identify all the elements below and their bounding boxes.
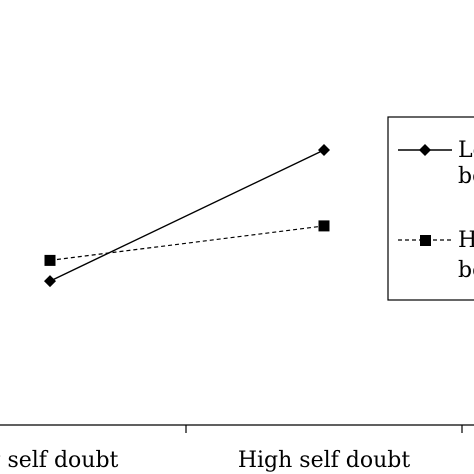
- series-2: [44, 220, 330, 266]
- legend-square-marker: [420, 235, 431, 246]
- legend-box: [387, 116, 474, 301]
- series-2-point-1: [44, 254, 56, 266]
- x-axis: [0, 424, 474, 433]
- series-2-line: [49, 225, 325, 261]
- legend-label-series-2-line1: H: [458, 228, 474, 253]
- x-tick-labels: w self doubt High self doubt: [0, 448, 410, 473]
- series-1-line: [49, 149, 325, 282]
- series-1: [44, 144, 330, 288]
- legend-entry-series-2: H be: [398, 228, 474, 283]
- legend-label-series-1-line2: be: [458, 164, 474, 189]
- x-tick-label-high: High self doubt: [238, 448, 411, 473]
- legend-label-series-1-line1: Le: [458, 138, 474, 163]
- series-1-point-1: [44, 275, 56, 288]
- series-1-point-2: [318, 144, 330, 156]
- series-2-point-2: [318, 220, 330, 232]
- x-tick-label-low: w self doubt: [0, 448, 119, 473]
- legend-label-series-2-line2: be: [458, 258, 474, 283]
- series-layer: [44, 144, 330, 288]
- legend-diamond-marker: [419, 144, 431, 156]
- legend-entry-series-1: Le be: [398, 138, 474, 189]
- legend: Le be H be: [387, 116, 474, 301]
